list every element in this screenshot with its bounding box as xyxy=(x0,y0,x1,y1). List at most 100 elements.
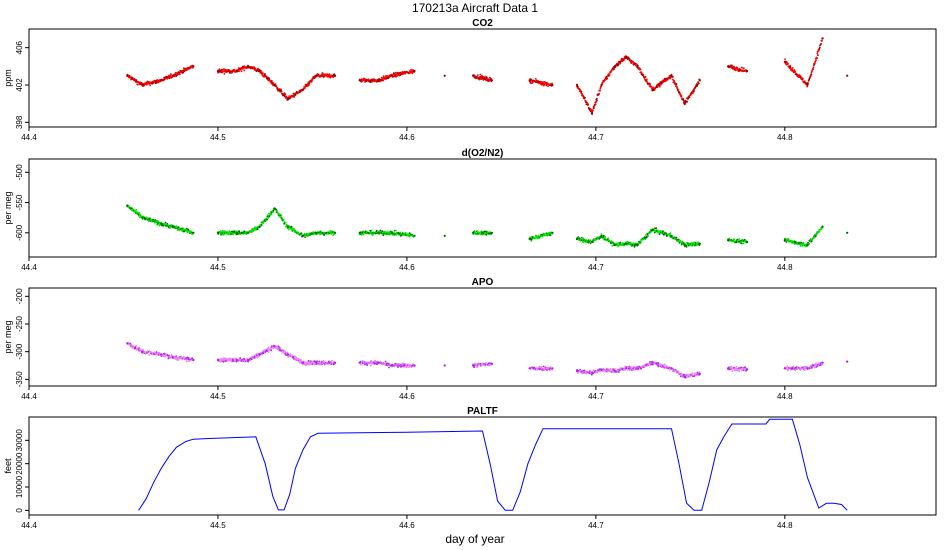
data-point xyxy=(180,356,183,358)
data-point xyxy=(300,232,303,235)
data-point xyxy=(583,369,586,372)
data-point xyxy=(239,357,242,359)
data-point xyxy=(192,65,195,68)
panel-title: PALTF xyxy=(467,406,498,417)
data-point xyxy=(250,229,253,232)
data-point xyxy=(738,238,741,240)
data-point xyxy=(575,237,579,240)
data-point xyxy=(696,83,699,86)
data-point xyxy=(165,75,168,78)
data-point xyxy=(818,231,821,233)
data-point xyxy=(742,242,745,245)
data-point xyxy=(148,80,150,83)
data-point xyxy=(358,79,361,82)
data-point xyxy=(377,79,380,82)
data-point xyxy=(657,85,659,87)
data-point xyxy=(810,73,813,75)
data-point xyxy=(490,79,493,82)
data-point xyxy=(600,233,603,235)
data-point xyxy=(587,239,590,242)
data-point xyxy=(387,362,390,365)
data-point xyxy=(846,74,849,77)
data-point xyxy=(818,47,821,50)
data-point xyxy=(286,225,289,228)
data-point xyxy=(783,239,786,242)
data-point xyxy=(260,71,263,73)
data-point xyxy=(169,226,172,229)
data-point xyxy=(669,232,672,235)
data-point xyxy=(803,80,806,82)
data-point xyxy=(170,73,172,76)
figure-title: 170213a Aircraft Data 1 xyxy=(412,1,538,15)
data-point xyxy=(138,350,140,352)
data-point xyxy=(397,366,399,368)
data-point xyxy=(280,214,283,217)
data-point xyxy=(600,83,603,87)
data-point xyxy=(619,241,622,244)
data-point xyxy=(361,233,363,236)
data-point xyxy=(743,67,745,70)
data-point xyxy=(133,345,135,348)
data-point xyxy=(687,97,689,100)
data-point xyxy=(551,82,553,85)
data-point xyxy=(815,59,817,62)
x-tick-label: 44.7 xyxy=(588,133,604,142)
data-point xyxy=(235,231,238,234)
data-point xyxy=(474,362,476,365)
data-point xyxy=(731,370,734,373)
data-point xyxy=(369,364,372,367)
data-point xyxy=(280,216,282,218)
data-point xyxy=(480,233,482,236)
data-point xyxy=(650,85,653,88)
data-point xyxy=(745,240,749,243)
data-point xyxy=(167,357,170,360)
data-point xyxy=(289,353,291,355)
data-point xyxy=(277,345,280,348)
data-point xyxy=(310,80,313,83)
data-point xyxy=(273,207,276,210)
data-point xyxy=(270,79,273,82)
data-point xyxy=(476,365,479,368)
data-point xyxy=(136,83,139,86)
data-point xyxy=(216,69,220,73)
data-point xyxy=(331,359,333,362)
data-point xyxy=(149,84,152,87)
data-point xyxy=(644,238,647,241)
data-point xyxy=(791,67,794,69)
data-point xyxy=(286,97,289,101)
data-point xyxy=(240,70,243,73)
data-point xyxy=(273,345,276,348)
data-point xyxy=(410,366,413,369)
data-point xyxy=(222,360,225,363)
data-point xyxy=(551,83,554,87)
data-point xyxy=(820,42,822,45)
data-point xyxy=(685,246,688,248)
data-point xyxy=(182,355,185,358)
data-point xyxy=(678,371,680,374)
panel-title: d(O2/N2) xyxy=(462,148,504,159)
data-point xyxy=(141,350,144,353)
data-point xyxy=(693,89,695,92)
data-point xyxy=(727,367,730,370)
data-point xyxy=(316,360,319,362)
data-point xyxy=(735,241,738,244)
data-point xyxy=(692,92,694,95)
data-point xyxy=(639,68,642,71)
data-point xyxy=(733,65,735,68)
data-point xyxy=(745,69,749,73)
data-point xyxy=(646,78,648,81)
series-co2 xyxy=(126,37,849,116)
data-point xyxy=(810,74,812,77)
data-point xyxy=(177,226,180,229)
data-point xyxy=(395,229,397,232)
data-point xyxy=(618,371,620,373)
data-point xyxy=(669,77,672,80)
data-point xyxy=(233,360,236,363)
data-point xyxy=(646,81,649,83)
data-point xyxy=(272,209,275,212)
data-point xyxy=(575,83,579,87)
data-point xyxy=(644,75,647,78)
data-point xyxy=(472,74,475,77)
